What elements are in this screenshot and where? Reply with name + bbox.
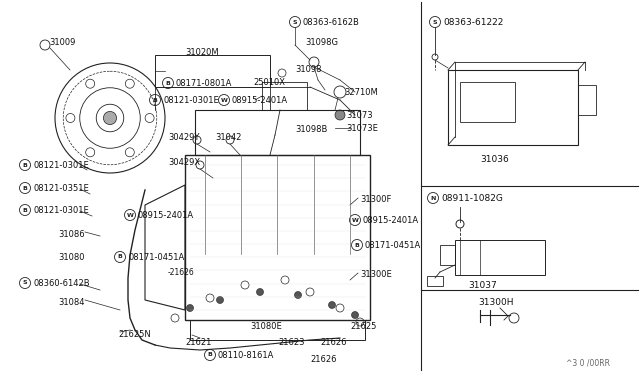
Bar <box>185 155 370 320</box>
Text: 31300H: 31300H <box>478 298 513 307</box>
Text: ^3 0 /00RR: ^3 0 /00RR <box>566 358 610 367</box>
Bar <box>578 85 596 115</box>
Bar <box>427 276 443 286</box>
Circle shape <box>335 110 345 120</box>
Bar <box>460 82 515 122</box>
Text: S: S <box>433 19 437 25</box>
Text: 08121-0301E: 08121-0301E <box>33 206 89 215</box>
Text: -21626: -21626 <box>168 268 195 277</box>
Text: 21623: 21623 <box>278 338 305 347</box>
Text: S: S <box>292 19 298 25</box>
Text: 31036: 31036 <box>481 155 509 164</box>
Text: S: S <box>22 280 28 285</box>
Text: 31037: 31037 <box>468 281 497 290</box>
Text: 25010X: 25010X <box>253 78 285 87</box>
Circle shape <box>104 111 116 125</box>
Text: W: W <box>351 218 358 222</box>
Text: 08360-6142B: 08360-6142B <box>33 279 90 288</box>
Text: 21626: 21626 <box>320 338 346 347</box>
Text: 31098: 31098 <box>295 65 321 74</box>
Circle shape <box>216 296 223 304</box>
Text: 31009: 31009 <box>49 38 76 47</box>
Text: 08121-0301E: 08121-0301E <box>33 161 89 170</box>
Text: 31042: 31042 <box>215 133 241 142</box>
Text: 30429Y: 30429Y <box>168 133 200 142</box>
Text: 31073: 31073 <box>346 111 372 120</box>
Circle shape <box>328 301 335 308</box>
Bar <box>448 70 578 145</box>
Text: N: N <box>430 196 436 201</box>
Text: 08121-0301E: 08121-0301E <box>163 96 219 105</box>
Bar <box>455 240 545 275</box>
Text: B: B <box>152 97 157 103</box>
Text: 31098G: 31098G <box>305 38 338 47</box>
Text: 21621: 21621 <box>185 338 211 347</box>
Text: 08171-0801A: 08171-0801A <box>176 79 232 88</box>
Text: 31080E: 31080E <box>250 322 282 331</box>
Text: B: B <box>118 254 122 260</box>
Circle shape <box>294 292 301 298</box>
Text: 31020M: 31020M <box>185 48 219 57</box>
Bar <box>190 320 365 340</box>
Text: 31073E: 31073E <box>346 124 378 133</box>
Text: 08121-0351E: 08121-0351E <box>33 184 89 193</box>
Text: 21625: 21625 <box>350 322 376 331</box>
Text: B: B <box>22 186 28 190</box>
Text: 31098B: 31098B <box>295 125 328 134</box>
Text: 08363-6162B: 08363-6162B <box>303 18 360 27</box>
Text: B: B <box>22 163 28 167</box>
Text: 08171-0451A: 08171-0451A <box>365 241 421 250</box>
Text: B: B <box>355 243 360 247</box>
Text: 31086: 31086 <box>58 230 84 239</box>
Text: 08911-1082G: 08911-1082G <box>441 194 503 203</box>
Text: 08171-0451A: 08171-0451A <box>128 253 184 262</box>
Text: 21626: 21626 <box>310 355 337 364</box>
Text: 31084: 31084 <box>58 298 84 307</box>
Text: B: B <box>166 80 170 86</box>
Bar <box>195 110 360 155</box>
Text: 31080: 31080 <box>58 253 84 262</box>
Bar <box>155 55 270 87</box>
Text: W: W <box>221 97 227 103</box>
Circle shape <box>351 311 358 318</box>
Text: 08915-2401A: 08915-2401A <box>363 216 419 225</box>
Text: 08915-2401A: 08915-2401A <box>138 211 194 220</box>
Text: B: B <box>207 353 212 357</box>
Circle shape <box>186 305 193 311</box>
Text: 30429X: 30429X <box>168 158 200 167</box>
Text: B: B <box>22 208 28 212</box>
Bar <box>440 245 455 265</box>
Text: 21625N: 21625N <box>118 330 151 339</box>
Text: 08363-61222: 08363-61222 <box>443 18 504 27</box>
Text: W: W <box>127 212 133 218</box>
Text: 31300F: 31300F <box>360 195 392 204</box>
Circle shape <box>257 289 264 295</box>
Text: 32710M: 32710M <box>344 88 378 97</box>
Text: 08915-2401A: 08915-2401A <box>232 96 288 105</box>
Text: 31300E: 31300E <box>360 270 392 279</box>
Bar <box>262 82 307 110</box>
Text: 08110-8161A: 08110-8161A <box>218 351 275 360</box>
